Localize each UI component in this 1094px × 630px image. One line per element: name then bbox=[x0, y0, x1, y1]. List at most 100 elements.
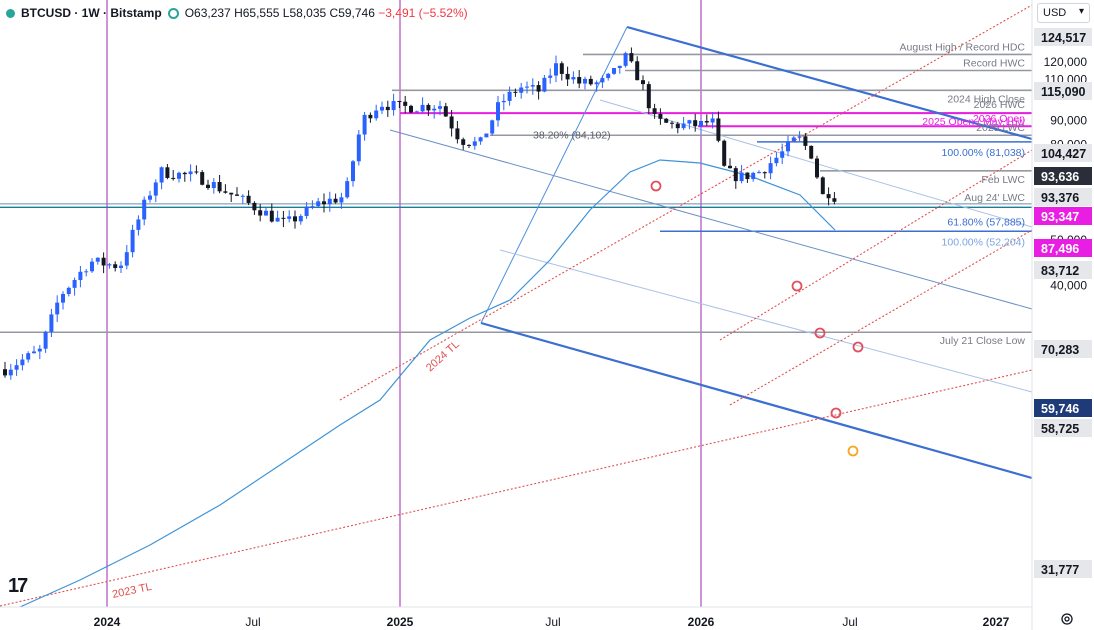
price-label-bg bbox=[1034, 419, 1092, 437]
red-trendline-0 bbox=[0, 369, 1033, 607]
candle-body bbox=[612, 68, 616, 74]
price-label-bg bbox=[1034, 207, 1092, 225]
candle-body bbox=[229, 192, 234, 195]
price-label: 93,376 bbox=[1041, 191, 1079, 205]
red-circle-marker bbox=[650, 180, 662, 192]
candle-body bbox=[704, 121, 709, 123]
candle-body bbox=[774, 157, 779, 164]
candle-body bbox=[507, 91, 512, 101]
gear-icon[interactable] bbox=[1060, 612, 1074, 626]
candle-body bbox=[246, 195, 251, 203]
candle-body bbox=[548, 75, 553, 78]
candle-body bbox=[153, 182, 158, 196]
candle-body bbox=[536, 85, 541, 92]
candle-body bbox=[565, 73, 570, 80]
candle-body bbox=[664, 118, 669, 123]
price-label-bg bbox=[1034, 188, 1092, 206]
candle-body bbox=[617, 65, 622, 69]
candle-body bbox=[646, 84, 651, 109]
candle-body bbox=[623, 53, 628, 66]
channel-upper bbox=[626, 25, 1033, 141]
candle-body bbox=[658, 113, 663, 119]
candle-body bbox=[113, 264, 118, 268]
candle-body bbox=[414, 111, 419, 113]
candle-body bbox=[467, 144, 471, 146]
candle-body bbox=[327, 198, 332, 205]
candle-body bbox=[362, 114, 367, 135]
candle-body bbox=[171, 177, 176, 179]
candle-body bbox=[716, 118, 721, 141]
candle-body bbox=[745, 172, 750, 180]
candle-body bbox=[188, 171, 193, 175]
red-trendline-2 bbox=[719, 149, 1033, 341]
chevron-down-icon: ▾ bbox=[1078, 6, 1084, 17]
level-annotation: 2025 Open / May Low bbox=[922, 116, 1025, 128]
candle-body bbox=[8, 369, 13, 376]
candle-body bbox=[670, 122, 674, 124]
price-label: 93,636 bbox=[1041, 170, 1079, 184]
moving-average bbox=[19, 159, 836, 608]
candle-body bbox=[519, 87, 524, 93]
trendline-label: 2023 TL bbox=[111, 581, 153, 601]
candle-body bbox=[298, 215, 303, 222]
level-annotation: 61.80% (57,885) bbox=[947, 216, 1025, 228]
candle-body bbox=[368, 114, 373, 119]
price-label-bg bbox=[1034, 560, 1092, 578]
price-label-bg bbox=[1034, 340, 1092, 358]
candle-body bbox=[397, 101, 402, 103]
candle-body bbox=[66, 287, 71, 294]
currency-label: USD bbox=[1043, 7, 1067, 19]
candle-body bbox=[490, 120, 495, 134]
price-label-bg bbox=[1034, 167, 1092, 185]
candle-body bbox=[385, 106, 390, 111]
candle-body bbox=[26, 353, 31, 360]
candle-body bbox=[32, 351, 36, 354]
candle-body bbox=[710, 118, 715, 123]
candle-body bbox=[55, 302, 60, 315]
candle-body bbox=[687, 120, 692, 124]
candle-body bbox=[14, 365, 19, 370]
candle-body bbox=[786, 141, 790, 152]
candle-body bbox=[148, 195, 152, 200]
candle-body bbox=[78, 271, 83, 281]
candle-body bbox=[72, 280, 77, 288]
candle-body bbox=[826, 194, 831, 199]
candle-body bbox=[484, 133, 489, 138]
candle-body bbox=[600, 78, 605, 83]
candle-body bbox=[49, 314, 54, 332]
candle-body bbox=[200, 172, 205, 185]
currency-select[interactable]: USD ▾ bbox=[1037, 3, 1090, 23]
candle-body bbox=[635, 61, 640, 81]
x-tick-label: Jul bbox=[245, 615, 260, 629]
price-label: 70,283 bbox=[1041, 343, 1079, 357]
candle-body bbox=[310, 206, 315, 208]
price-label: 124,517 bbox=[1041, 31, 1086, 45]
candle-body bbox=[287, 216, 292, 219]
status-dot-icon bbox=[6, 8, 15, 18]
candle-body bbox=[356, 134, 361, 162]
candle-body bbox=[206, 184, 210, 189]
orange-circle-marker bbox=[847, 445, 859, 457]
red-circle-marker bbox=[830, 407, 842, 419]
candle-body bbox=[577, 77, 582, 84]
candle-body bbox=[583, 78, 587, 84]
candle-body bbox=[699, 121, 703, 127]
symbol-title[interactable]: BTCUSD · 1W · Bitstamp bbox=[21, 6, 162, 20]
candle-body bbox=[455, 128, 460, 140]
horizontal-levels bbox=[0, 53, 1032, 334]
level-annotation: Record HWC bbox=[963, 57, 1025, 69]
candle-body bbox=[594, 82, 599, 85]
price-label-bg bbox=[1034, 144, 1092, 162]
candle-body bbox=[751, 172, 756, 180]
candle-body bbox=[739, 172, 744, 182]
candle-body bbox=[675, 123, 680, 129]
price-label: 83,712 bbox=[1041, 264, 1079, 278]
candle-body bbox=[211, 182, 216, 189]
candle-body bbox=[420, 104, 425, 112]
candle-body bbox=[275, 217, 280, 222]
candle-body bbox=[217, 182, 222, 192]
y-tick-label: 40,000 bbox=[1050, 278, 1087, 292]
price-label-bg bbox=[1034, 82, 1092, 100]
